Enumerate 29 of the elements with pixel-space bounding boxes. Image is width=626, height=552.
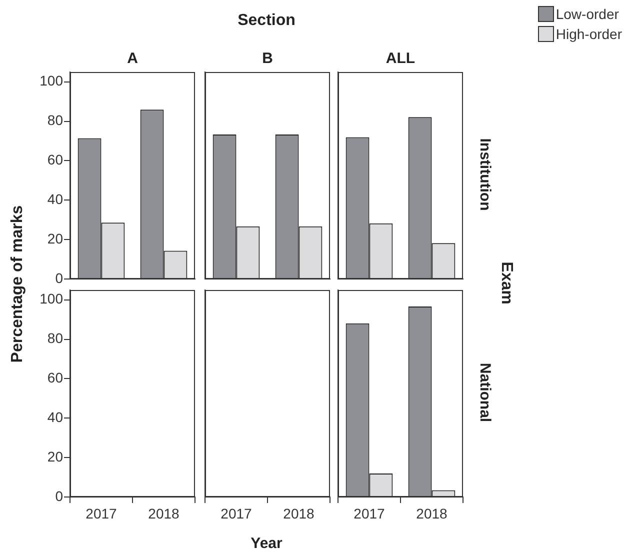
y-tick-label: 60 <box>47 152 64 168</box>
text: Exam <box>497 260 515 306</box>
chart-title: B <box>261 50 274 67</box>
y-tick-label: 0 <box>55 488 64 504</box>
legend-label: High-order <box>556 26 622 42</box>
x-tick-label: 2018 <box>416 505 448 522</box>
x-tick-label: 2017 <box>86 505 118 522</box>
y-axis-title: Percentage of marks <box>9 204 27 364</box>
x-tick-label: 2017 <box>220 505 252 522</box>
y2-axis-title: Institution <box>476 136 494 212</box>
y-tick-label: 80 <box>47 330 64 346</box>
y-tick-label: 40 <box>47 409 64 425</box>
y-tick-label: 40 <box>47 191 64 207</box>
x-axis-title: Year <box>250 535 284 552</box>
y-tick-label: 60 <box>47 370 64 386</box>
y-tick-label: 100 <box>40 72 64 89</box>
chart-title: A <box>126 50 139 67</box>
y-tick-label: 20 <box>47 230 64 246</box>
x-tick-label: 2018 <box>148 505 180 522</box>
y-tick-label: 80 <box>47 112 64 128</box>
y2-axis-title: National <box>476 361 494 424</box>
y-tick-label: 0 <box>55 270 64 286</box>
y-tick-label: 20 <box>47 448 64 464</box>
legend-label: Low-order <box>556 6 619 22</box>
x-tick-label: 2018 <box>283 505 315 522</box>
x-tick-label: 2017 <box>354 505 386 522</box>
text: Section <box>236 12 296 30</box>
y-tick-label: 100 <box>40 290 64 307</box>
chart-title: ALL <box>384 50 416 67</box>
